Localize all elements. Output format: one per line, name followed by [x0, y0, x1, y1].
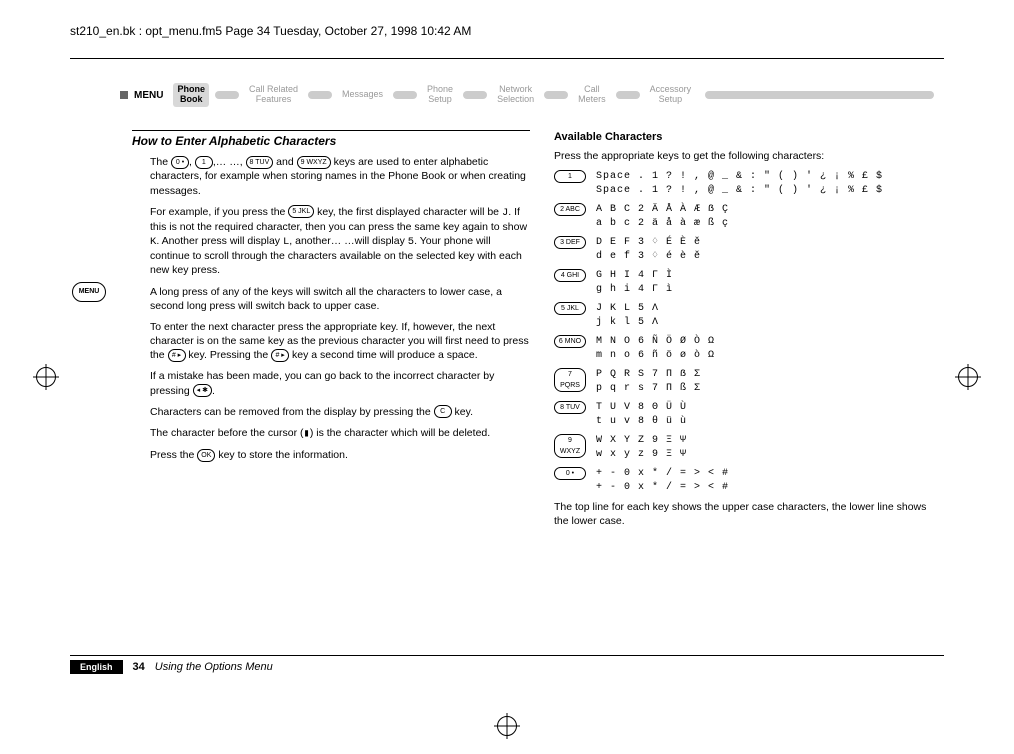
left-column: How to Enter Alphabetic Characters The 0…	[132, 130, 530, 634]
menu-tab-phonesetup: PhoneSetup	[423, 83, 457, 107]
crop-mark-left	[36, 367, 56, 387]
right-intro: Press the appropriate keys to get the fo…	[554, 149, 934, 163]
right-note: The top line for each key shows the uppe…	[554, 500, 934, 528]
key-9: 9 WXYZ	[297, 156, 331, 169]
char-lines: T U V 8 Θ Ü Ùt u v 8 θ ü ù	[596, 401, 934, 428]
header-rule	[70, 58, 944, 59]
menu-pill	[393, 91, 417, 99]
char-lines: P Q R S 7 Π ẞ Σp q r s 7 Π ß Σ	[596, 368, 934, 395]
menu-pill	[616, 91, 640, 99]
char-lines: M N O 6 Ñ Ö Ø Ò Ωm n o 6 ñ ö ø ò Ω	[596, 335, 934, 362]
key-hash: # ▸	[168, 349, 186, 362]
para-6: Characters can be removed from the displ…	[150, 405, 530, 419]
character-table: 1 Space . 1 ? ! , @ _ & : " ( ) ' ¿ ¡ % £…	[554, 170, 934, 494]
para-1: The 0 •, 1,… …, 8 TUV and 9 WXYZ keys ar…	[150, 155, 530, 198]
crop-mark-bottom	[497, 716, 517, 736]
key-ok: OK	[197, 449, 215, 462]
char-row: 7 PQRS P Q R S 7 Π ẞ Σp q r s 7 Π ß Σ	[554, 368, 934, 395]
left-title: How to Enter Alphabetic Characters	[132, 130, 530, 149]
page-footer: English 34 Using the Options Menu	[70, 655, 944, 674]
char-lines: + - 0 x * / = > < #+ - 0 x * / = > < #	[596, 467, 934, 494]
menu-bullet	[120, 91, 128, 99]
char-lines: D E F 3 ♢ É È ĕd e f 3 ♢ é è ĕ	[596, 236, 934, 263]
char-key: 1	[554, 170, 586, 183]
para-8: Press the OK key to store the informatio…	[150, 448, 530, 462]
menu-tab-messages: Messages	[338, 88, 387, 102]
menu-tab-accessory: AccessorySetup	[646, 83, 696, 107]
para-5: If a mistake has been made, you can go b…	[150, 369, 530, 397]
menu-tab-network: NetworkSelection	[493, 83, 538, 107]
char-lines: Space . 1 ? ! , @ _ & : " ( ) ' ¿ ¡ % £ …	[596, 170, 934, 197]
key-1: 1	[195, 156, 213, 169]
running-header: st210_en.bk : opt_menu.fm5 Page 34 Tuesd…	[70, 24, 944, 42]
menu-pill	[308, 91, 332, 99]
menu-bar-end	[705, 91, 934, 99]
key-c: C	[434, 405, 452, 418]
menu-pill	[215, 91, 239, 99]
footer-page-number: 34	[133, 661, 145, 673]
para-2: For example, if you press the 5 JKL key,…	[150, 205, 530, 278]
char-lines: J K L 5 Λj k l 5 Λ	[596, 302, 934, 329]
char-key: 0 •	[554, 467, 586, 480]
para-4: To enter the next character press the ap…	[150, 320, 530, 363]
menu-tab-callfeatures: Call RelatedFeatures	[245, 83, 302, 107]
char-lines: G H I 4 Γ Ìg h i 4 Γ ì	[596, 269, 934, 296]
key-star: ◂ ✱	[193, 384, 212, 397]
menu-tab-callmeters: CallMeters	[574, 83, 610, 107]
char-row: 1 Space . 1 ? ! , @ _ & : " ( ) ' ¿ ¡ % £…	[554, 170, 934, 197]
char-key: 6 MNO	[554, 335, 586, 348]
char-key: 5 JKL	[554, 302, 586, 315]
key-0: 0 •	[171, 156, 189, 169]
char-key: 8 TUV	[554, 401, 586, 414]
para-3: A long press of any of the keys will swi…	[150, 285, 530, 313]
char-row: 0 • + - 0 x * / = > < #+ - 0 x * / = > < …	[554, 467, 934, 494]
para-7: The character before the cursor (▮) is t…	[150, 426, 530, 441]
menu-tab-phonebook: PhoneBook	[173, 83, 209, 107]
key-hash: # ▸	[271, 349, 289, 362]
char-lines: W X Y Z 9 Ξ Ψw x y z 9 Ξ Ψ	[596, 434, 934, 461]
footer-title: Using the Options Menu	[155, 661, 273, 673]
crop-mark-right	[958, 367, 978, 387]
menu-pill	[463, 91, 487, 99]
char-row: 2 ABC A B C 2 Ä Å À Æ ẞ Ça b c 2 ä å à æ …	[554, 203, 934, 230]
char-row: 4 GHI G H I 4 Γ Ìg h i 4 Γ ì	[554, 269, 934, 296]
key-8: 8 TUV	[246, 156, 274, 169]
char-row: 9 WXYZ W X Y Z 9 Ξ Ψw x y z 9 Ξ Ψ	[554, 434, 934, 461]
char-lines: A B C 2 Ä Å À Æ ẞ Ça b c 2 ä å à æ ß ç	[596, 203, 934, 230]
menu-label: MENU	[134, 90, 163, 101]
right-title: Available Characters	[554, 130, 934, 145]
char-key: 3 DEF	[554, 236, 586, 249]
footer-language: English	[70, 660, 123, 674]
char-key: 4 GHI	[554, 269, 586, 282]
menu-bar: MENU PhoneBook Call RelatedFeatures Mess…	[120, 76, 934, 114]
char-key: 7 PQRS	[554, 368, 586, 392]
right-column: Available Characters Press the appropria…	[554, 130, 934, 634]
char-row: 6 MNO M N O 6 Ñ Ö Ø Ò Ωm n o 6 ñ ö ø ò Ω	[554, 335, 934, 362]
char-row: 3 DEF D E F 3 ♢ É È ĕd e f 3 ♢ é è ĕ	[554, 236, 934, 263]
key-5: 5 JKL	[288, 205, 314, 218]
menu-badge-icon: MENU	[72, 282, 106, 302]
char-key: 2 ABC	[554, 203, 586, 216]
char-row: 5 JKL J K L 5 Λj k l 5 Λ	[554, 302, 934, 329]
char-row: 8 TUV T U V 8 Θ Ü Ùt u v 8 θ ü ù	[554, 401, 934, 428]
char-key: 9 WXYZ	[554, 434, 586, 458]
menu-pill	[544, 91, 568, 99]
